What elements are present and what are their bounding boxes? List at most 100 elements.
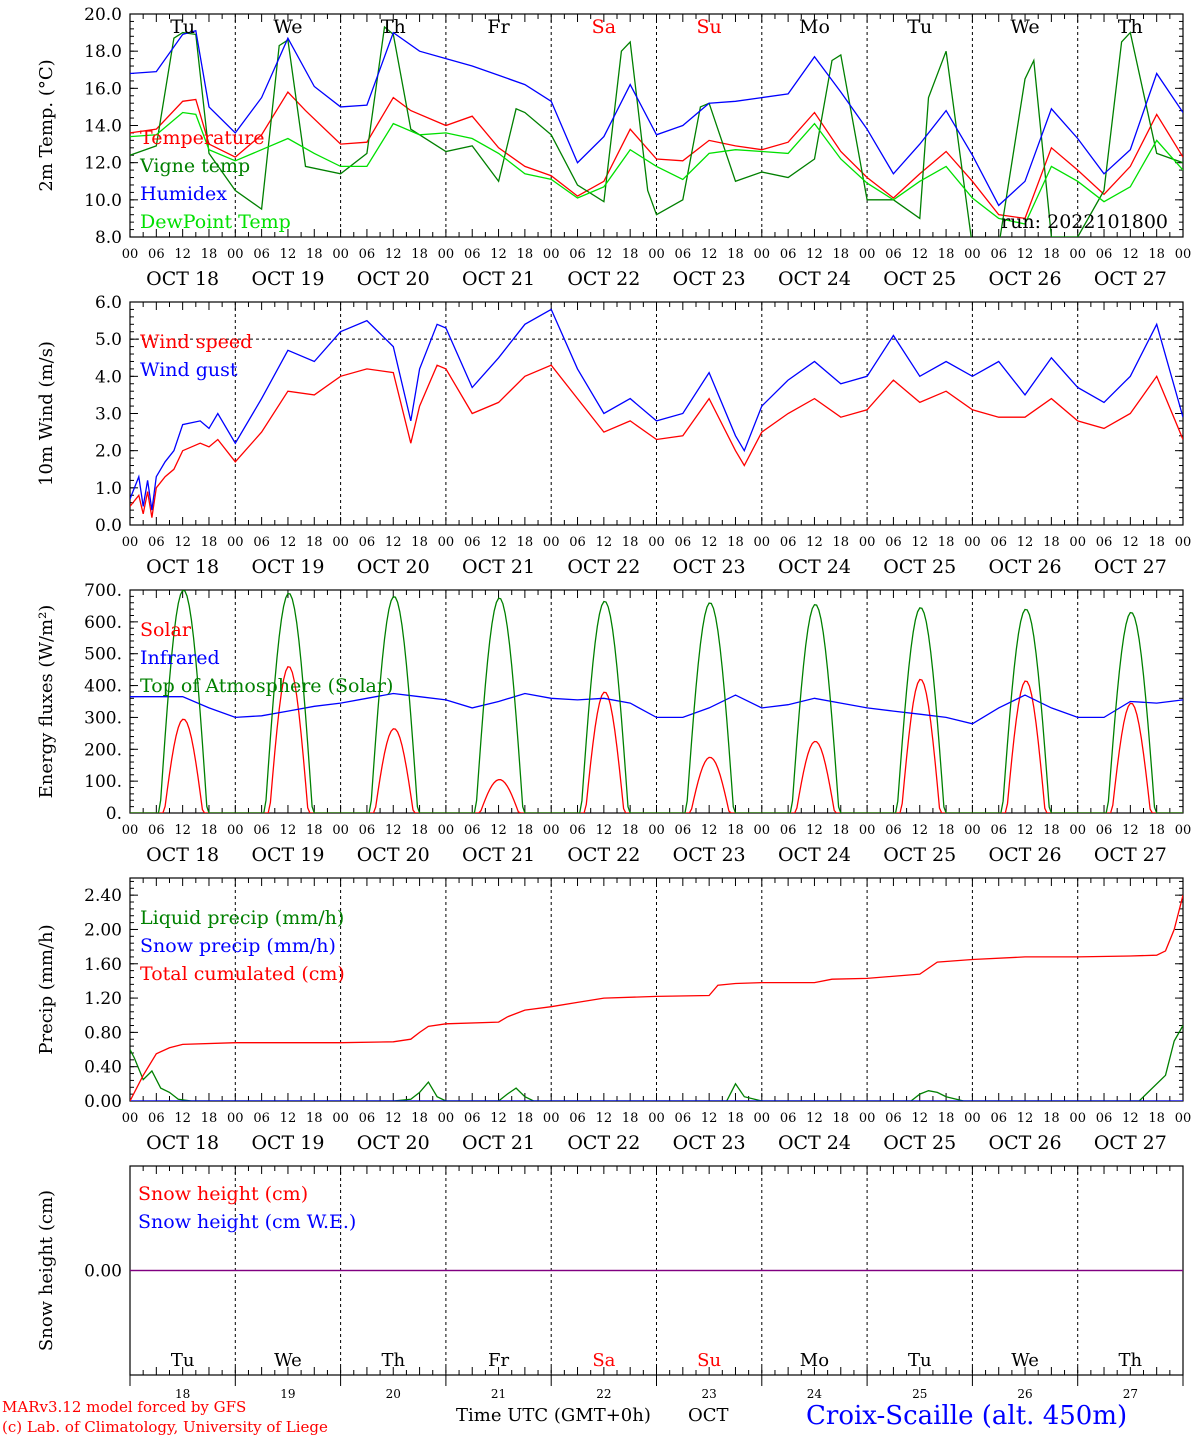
hour-tick-label: 00 (227, 535, 244, 550)
y-tick-label: 0.00 (84, 1092, 122, 1112)
hour-tick-label: 06 (990, 823, 1007, 838)
hour-tick-label: 00 (964, 535, 981, 550)
energy-panel: 0. 100. 200. 300. 400. 500. 600. 700. Energy flu… (36, 581, 1191, 866)
date-label: OCT 20 (357, 268, 430, 290)
y-tick-label: 500. (84, 645, 122, 665)
date-label: OCT 23 (673, 1132, 746, 1154)
weekday-label-top: Sa (592, 16, 616, 38)
hour-tick-label: 12 (596, 1111, 613, 1126)
day-number-label: 23 (702, 1387, 717, 1401)
hour-tick-label: 00 (122, 823, 139, 838)
hour-tick-label: 00 (332, 247, 349, 262)
date-label: OCT 24 (778, 556, 851, 578)
date-label: OCT 20 (357, 556, 430, 578)
hour-tick-label: 12 (385, 1111, 402, 1126)
hour-tick-label: 06 (359, 535, 376, 550)
hour-tick-label: 18 (1148, 1111, 1165, 1126)
series-line-wind-gust (130, 308, 1183, 511)
hour-tick-label: 12 (1122, 823, 1139, 838)
y-axis-title: 10m Wind (m/s) (36, 341, 57, 486)
y-tick-label: 2.0 (95, 442, 122, 462)
hour-tick-label: 18 (1043, 535, 1060, 550)
hour-tick-label: 00 (438, 535, 455, 550)
hour-tick-label: 06 (1096, 823, 1113, 838)
date-label: OCT 24 (778, 268, 851, 290)
hour-tick-label: 00 (1069, 1111, 1086, 1126)
hour-tick-label: 00 (227, 1111, 244, 1126)
hour-tick-label: 00 (1069, 535, 1086, 550)
hour-tick-label: 12 (174, 535, 191, 550)
hour-tick-label: 00 (332, 1111, 349, 1126)
hour-tick-label: 06 (464, 1111, 481, 1126)
date-label: OCT 25 (883, 268, 956, 290)
hour-tick-label: 18 (201, 535, 218, 550)
hour-tick-label: 18 (1043, 1111, 1060, 1126)
model-credit: MARv3.12 model forced by GFS (2, 1398, 247, 1416)
hour-tick-label: 18 (833, 823, 850, 838)
weekday-label-top: Th (1118, 16, 1143, 38)
y-axis-title: Snow height (cm) (36, 1190, 57, 1351)
date-label: OCT 18 (146, 844, 219, 866)
hour-tick-label: 18 (622, 1111, 639, 1126)
hour-tick-label: 12 (701, 535, 718, 550)
lab-credit: (c) Lab. of Climatology, University of L… (2, 1418, 328, 1436)
date-label: OCT 22 (567, 268, 640, 290)
weekday-label-bottom: Sa (592, 1350, 615, 1371)
date-label: OCT 26 (989, 556, 1062, 578)
hour-tick-label: 06 (675, 535, 692, 550)
y-tick-label: 600. (84, 613, 122, 633)
wind-panel: 0.0 1.0 2.0 3.0 4.0 5.0 6.0 10m Wind (m/s) Wind … (36, 293, 1191, 578)
series-line-top-of-atmosphere-solar- (130, 590, 1183, 813)
hour-tick-label: 12 (911, 1111, 928, 1126)
legend-solar: Solar (140, 619, 192, 641)
hour-tick-label: 12 (490, 823, 507, 838)
hour-tick-label: 06 (148, 823, 165, 838)
y-tick-label: 2.00 (84, 920, 122, 940)
hour-tick-label: 18 (411, 1111, 428, 1126)
hour-tick-label: 00 (332, 823, 349, 838)
hour-tick-label: 18 (201, 247, 218, 262)
hour-tick-label: 06 (780, 247, 797, 262)
y-axis-title: Energy fluxes (W/m²) (36, 605, 57, 799)
hour-tick-label: 06 (885, 535, 902, 550)
hour-tick-label: 06 (1096, 247, 1113, 262)
hour-tick-label: 18 (1043, 823, 1060, 838)
date-label: OCT 25 (883, 1132, 956, 1154)
hour-tick-label: 12 (280, 823, 297, 838)
hour-tick-label: 18 (1148, 535, 1165, 550)
hour-tick-label: 18 (306, 823, 323, 838)
hour-tick-label: 12 (280, 247, 297, 262)
hour-tick-label: 12 (701, 247, 718, 262)
series-line-vigne-temp (130, 25, 1183, 237)
hour-tick-label: 12 (385, 823, 402, 838)
y-tick-label: 10.0 (84, 191, 122, 211)
run-annotation: run: 2022101800 (1001, 211, 1168, 233)
hour-tick-label: 00 (964, 1111, 981, 1126)
weekday-label-bottom: Mo (800, 1350, 829, 1371)
day-number-label: 24 (807, 1387, 823, 1401)
date-label: OCT 24 (778, 844, 851, 866)
hour-tick-label: 00 (543, 1111, 560, 1126)
hour-tick-label: 18 (411, 535, 428, 550)
y-axis-title: 2m Temp. (°C) (36, 59, 57, 191)
date-label: OCT 20 (357, 844, 430, 866)
hour-tick-label: 12 (1122, 247, 1139, 262)
y-tick-label: 100. (84, 772, 122, 792)
hour-tick-label: 18 (1043, 247, 1060, 262)
hour-tick-label: 18 (833, 535, 850, 550)
hour-tick-label: 06 (253, 535, 270, 550)
hour-tick-label: 12 (490, 535, 507, 550)
y-tick-label: 18.0 (84, 42, 122, 62)
hour-tick-label: 06 (464, 535, 481, 550)
hour-tick-label: 00 (1175, 823, 1192, 838)
hour-tick-label: 12 (174, 823, 191, 838)
date-label: OCT 22 (567, 556, 640, 578)
date-label: OCT 23 (673, 556, 746, 578)
hour-tick-label: 00 (122, 535, 139, 550)
hour-tick-label: 00 (964, 823, 981, 838)
y-tick-label: 1.60 (84, 955, 122, 975)
hour-tick-label: 12 (596, 535, 613, 550)
legend-infrared: Infrared (140, 647, 220, 669)
weekday-label-top: We (273, 16, 302, 38)
legend-vigne-temp: Vigne temp (139, 155, 250, 177)
